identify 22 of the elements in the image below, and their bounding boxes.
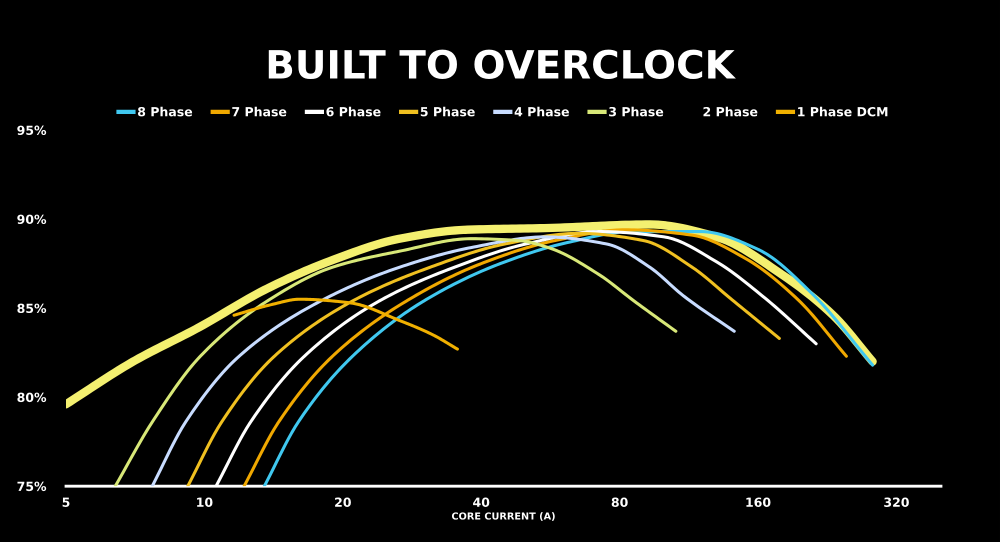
legend-label: 7 Phase <box>232 106 286 116</box>
y-tick-label: 90% <box>17 214 46 224</box>
legend-label: 5 Phase <box>420 106 475 116</box>
legend-label: 8 Phase <box>138 106 192 116</box>
legend-label: 4 Phase <box>514 106 569 116</box>
y-tick-label: 80% <box>17 392 46 402</box>
chart-title: BUILT TO OVERCLOCK <box>268 50 736 80</box>
y-tick-label: 95% <box>17 126 46 136</box>
legend-label: 3 Phase <box>609 106 664 116</box>
legend-label: 6 Phase <box>326 106 381 116</box>
y-tick-label: 85% <box>17 304 46 314</box>
x-tick-label: 20 <box>335 498 351 507</box>
x-tick-label: 5 <box>62 498 70 507</box>
y-tick-label: 75% <box>17 482 46 492</box>
text: 2 Phase <box>703 106 758 116</box>
x-tick-label: 320 <box>884 498 909 507</box>
x-tick-label: 40 <box>473 498 490 507</box>
legend-label: 1 Phase DCM <box>798 106 888 116</box>
x-tick-label: 10 <box>197 498 213 507</box>
x-tick-label: 80 <box>612 498 628 507</box>
x-axis-title: CORE CURRENT (A) <box>452 512 555 521</box>
x-tick-label: 160 <box>746 498 770 507</box>
